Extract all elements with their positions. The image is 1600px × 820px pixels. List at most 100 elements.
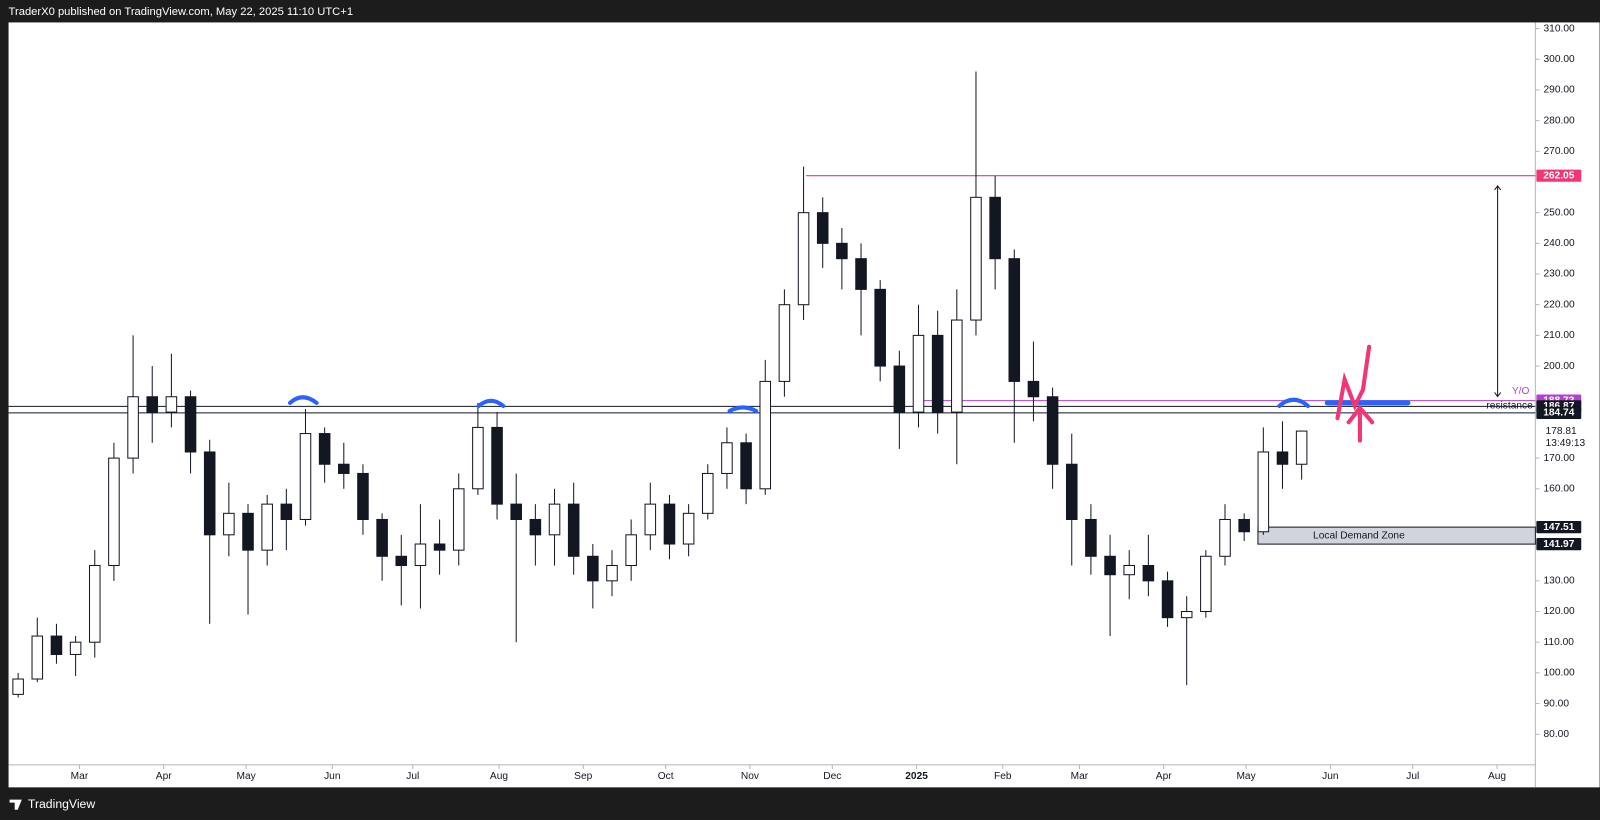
candle-body bbox=[1046, 396, 1059, 465]
x-tick-label: Jun bbox=[324, 771, 340, 782]
x-tick-label: Aug bbox=[1488, 771, 1506, 782]
price-tag-text: 262.05 bbox=[1543, 170, 1574, 181]
candle-body bbox=[912, 334, 925, 413]
x-tick-label: 2025 bbox=[905, 771, 928, 782]
y-tick-label: 200.00 bbox=[1544, 361, 1575, 372]
top-mark bbox=[288, 395, 319, 405]
x-tick-label: Mar bbox=[71, 771, 89, 782]
candle-body bbox=[318, 433, 331, 465]
candle-body bbox=[12, 678, 24, 695]
candle-body bbox=[242, 512, 254, 551]
x-tick-label: May bbox=[236, 771, 256, 782]
candle-body bbox=[1180, 611, 1193, 619]
x-tick-label: Feb bbox=[994, 771, 1012, 782]
candle-body bbox=[50, 635, 63, 655]
candle-body bbox=[701, 472, 714, 514]
x-tick-label: Mar bbox=[1071, 771, 1089, 782]
y-tick-label: 100.00 bbox=[1544, 668, 1575, 679]
candle-body bbox=[1123, 564, 1136, 576]
x-tick-label: Nov bbox=[741, 771, 760, 782]
arrow-head bbox=[1494, 185, 1502, 398]
candle-body bbox=[1295, 430, 1308, 465]
candle-body bbox=[1104, 555, 1116, 576]
candle-body bbox=[529, 518, 542, 536]
x-tick-label: Dec bbox=[823, 771, 841, 782]
candle-body bbox=[740, 442, 752, 490]
pattern-sketch bbox=[1335, 344, 1375, 443]
y-tick-label: 90.00 bbox=[1544, 698, 1570, 709]
marks: 80.00 90.00 100.00 110.00 120.00 130.00 160.00… bbox=[8, 23, 1586, 782]
candle-body bbox=[510, 503, 522, 520]
candle-body bbox=[778, 304, 791, 382]
candle-body bbox=[1219, 518, 1231, 557]
yo-label: Y/O bbox=[1512, 386, 1530, 397]
candle-body bbox=[395, 555, 408, 567]
zone-label: Local Demand Zone bbox=[1313, 530, 1405, 541]
y-tick-label: 160.00 bbox=[1544, 483, 1575, 494]
candle-body bbox=[816, 212, 829, 244]
candle-body bbox=[1276, 451, 1289, 465]
y-tick-label: 220.00 bbox=[1544, 299, 1575, 310]
candle-body bbox=[874, 288, 886, 367]
x-tick-label: Sep bbox=[574, 771, 592, 782]
candle-body bbox=[88, 564, 101, 643]
y-tick-label: 120.00 bbox=[1544, 606, 1575, 617]
candle-body bbox=[951, 319, 963, 413]
candle-body bbox=[759, 380, 772, 490]
y-tick-label: 240.00 bbox=[1544, 238, 1575, 249]
y-tick-label: 80.00 bbox=[1544, 729, 1570, 740]
candle-body bbox=[203, 451, 216, 536]
y-tick-label: 170.00 bbox=[1544, 453, 1575, 464]
candle-body bbox=[1142, 564, 1155, 582]
candle-body bbox=[472, 426, 484, 490]
candle-body bbox=[931, 334, 944, 413]
candle-body bbox=[567, 503, 580, 557]
resistance-label: resistance bbox=[1486, 400, 1533, 411]
candle-body bbox=[184, 396, 197, 453]
price-tag-text: 184.74 bbox=[1543, 408, 1574, 419]
candle-body bbox=[893, 365, 906, 413]
candle-body bbox=[548, 503, 561, 536]
candle-body bbox=[452, 488, 465, 551]
candle-body bbox=[625, 534, 637, 567]
x-tick-label: Apr bbox=[156, 771, 172, 782]
x-tick-label: Jun bbox=[1322, 771, 1338, 782]
price-tag bbox=[1536, 537, 1582, 551]
candle-body bbox=[357, 472, 369, 520]
candle-body bbox=[836, 242, 848, 260]
candle-body bbox=[855, 258, 867, 290]
demand-zone bbox=[1257, 526, 1536, 545]
candle-body bbox=[721, 442, 733, 474]
candle-body bbox=[108, 457, 120, 567]
price-tag bbox=[1536, 520, 1582, 534]
price-tag bbox=[1536, 406, 1582, 420]
candle-body bbox=[338, 463, 350, 474]
price-tag-text: 186.87 bbox=[1543, 401, 1574, 412]
candle-body bbox=[1065, 463, 1078, 520]
candle-body bbox=[1257, 451, 1270, 533]
y-tick-label: 230.00 bbox=[1544, 269, 1575, 280]
candle-body bbox=[280, 503, 293, 520]
countdown: 13:49:13 bbox=[1546, 438, 1586, 449]
candle-body bbox=[682, 512, 695, 545]
candle-body bbox=[1200, 555, 1212, 613]
candle-body bbox=[1085, 518, 1097, 557]
candle-body bbox=[146, 396, 159, 413]
y-tick-label: 270.00 bbox=[1544, 146, 1575, 157]
candle-body bbox=[69, 641, 82, 655]
header-text: TraderX0 published on TradingView.com, M… bbox=[9, 6, 354, 18]
price-tag-text: 147.51 bbox=[1543, 522, 1574, 533]
candle-body bbox=[1161, 580, 1174, 619]
candle-body bbox=[644, 503, 657, 536]
top-mark bbox=[727, 405, 759, 414]
candle-body bbox=[127, 396, 139, 459]
top-mark bbox=[476, 398, 506, 408]
candle-body bbox=[376, 518, 388, 557]
candle-body bbox=[433, 543, 446, 551]
y-tick-label: 310.00 bbox=[1544, 23, 1575, 34]
candle-body bbox=[606, 564, 618, 582]
candle-body bbox=[587, 555, 599, 582]
price-tag bbox=[1536, 169, 1582, 182]
x-tick-label: Aug bbox=[490, 771, 508, 782]
